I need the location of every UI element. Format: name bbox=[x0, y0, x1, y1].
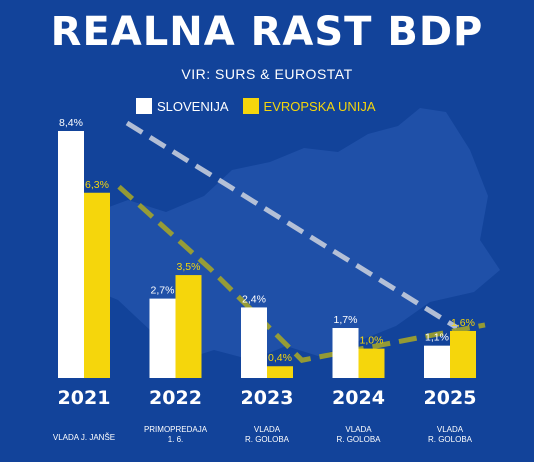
year-label-2021: 2021 bbox=[58, 387, 111, 409]
value-label-eu-2023: 0,4% bbox=[268, 352, 292, 364]
legend-swatch-eu bbox=[242, 98, 259, 114]
value-label-eu-2022: 3,5% bbox=[177, 261, 201, 273]
legend-swatch-slovenia bbox=[136, 98, 152, 114]
government-label-2024: VLADA bbox=[345, 425, 372, 434]
government-label-2025: VLADA bbox=[437, 425, 464, 434]
slovenia-map-shape bbox=[58, 108, 500, 362]
bar-eu-2025 bbox=[450, 330, 476, 378]
value-label-eu-2025: 1,6% bbox=[451, 317, 475, 329]
value-label-eu-2024: 1,0% bbox=[360, 335, 384, 347]
bar-eu-2023 bbox=[267, 366, 293, 378]
trend-line-eu bbox=[117, 184, 486, 363]
bar-slovenia-2021 bbox=[58, 131, 84, 378]
legend: SLOVENIJA EVROPSKA UNIJA bbox=[136, 96, 390, 116]
value-label-slovenia-2024: 1,7% bbox=[334, 314, 358, 326]
bar-slovenia-2023 bbox=[241, 307, 267, 378]
year-label-2023: 2023 bbox=[241, 387, 294, 409]
government-label-2025: R. GOLOBA bbox=[428, 435, 473, 444]
government-label-2021: VLADA J. JANŠE bbox=[53, 433, 115, 442]
bar-eu-2021 bbox=[84, 192, 110, 378]
bar-eu-2024 bbox=[358, 348, 385, 378]
page-title: REALNA RAST BDP bbox=[50, 9, 484, 55]
government-label-2023: VLADA bbox=[254, 425, 281, 434]
bar-slovenia-2022 bbox=[149, 298, 176, 378]
source-note: VIR: SURS & EUROSTAT bbox=[181, 66, 353, 82]
government-label-2022: 1. 6. bbox=[168, 435, 184, 444]
year-label-2024: 2024 bbox=[332, 387, 385, 409]
bar-eu-2022 bbox=[175, 275, 202, 378]
value-label-slovenia-2023: 2,4% bbox=[242, 293, 266, 305]
value-label-slovenia-2025: 1,1% bbox=[425, 332, 449, 344]
year-label-2025: 2025 bbox=[424, 387, 477, 409]
value-label-eu-2021: 6,3% bbox=[85, 179, 109, 191]
year-label-2022: 2022 bbox=[149, 387, 202, 409]
trend-line-slovenia bbox=[125, 120, 459, 330]
legend-label-slovenia: SLOVENIJA bbox=[157, 98, 229, 114]
government-label-2023: R. GOLOBA bbox=[245, 435, 290, 444]
bar-slovenia-2025 bbox=[424, 345, 450, 378]
value-label-slovenia-2021: 8,4% bbox=[59, 117, 83, 129]
government-label-2022: PRIMOPREDAJA bbox=[144, 425, 208, 434]
bar-slovenia-2024 bbox=[332, 328, 359, 378]
government-label-2024: R. GOLOBA bbox=[336, 435, 381, 444]
value-label-slovenia-2022: 2,7% bbox=[151, 285, 175, 297]
legend-label-eu: EVROPSKA UNIJA bbox=[263, 98, 376, 114]
